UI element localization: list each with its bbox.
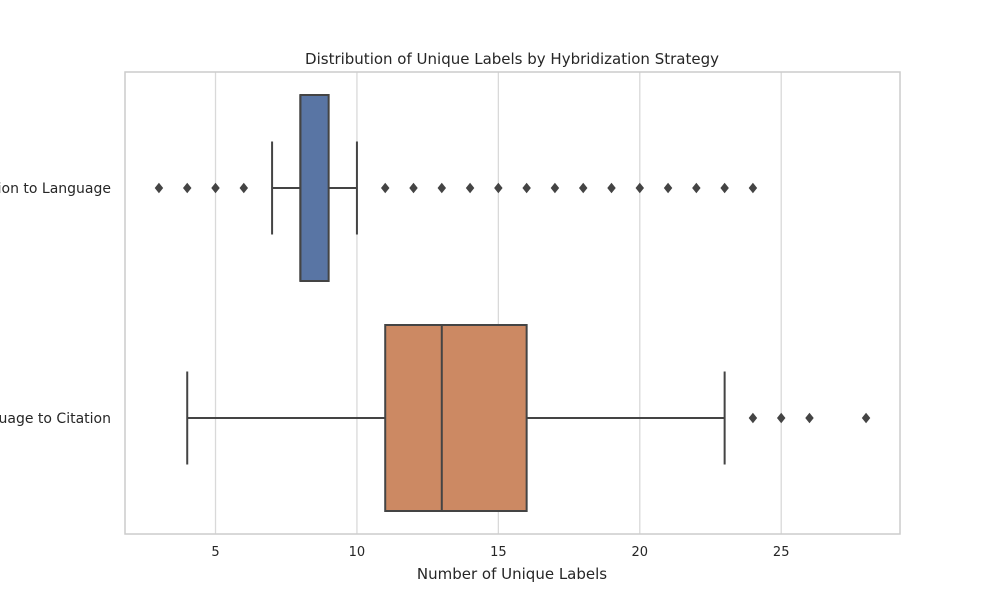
outlier-point [494,182,503,194]
box-group-citation-to-language [154,94,758,282]
x-tick-label: 10 [349,545,366,560]
box-iqr [299,94,330,282]
plot-frame [124,71,901,535]
box-iqr [384,324,528,512]
boxes [154,94,871,512]
outlier-point [635,182,645,194]
outlier-point [239,182,249,194]
outlier-point [607,182,616,194]
x-tick-label: 5 [211,545,219,560]
category-labels: tion to Language guage to Citation [0,181,111,427]
outlier-point [720,182,729,194]
x-axis-label: Number of Unique Labels [417,565,607,583]
x-ticks: 5 10 15 20 25 [211,545,789,560]
outlier-point [861,412,871,424]
outlier-point [692,182,701,194]
chart-title: Distribution of Unique Labels by Hybridi… [305,50,719,68]
x-tick-label: 15 [490,545,507,560]
outlier-point [522,182,531,194]
outlier-point [437,182,447,194]
x-tick-label: 25 [773,545,790,560]
y-category-label: guage to Citation [0,411,111,427]
box-group-language-to-citation [186,324,871,512]
outlier-point [550,182,560,194]
x-tick-label: 20 [632,545,649,560]
outlier-point [748,412,758,424]
outlier-point [578,182,588,194]
outlier-point [211,182,220,194]
outlier-point [182,182,192,194]
outlier-point [380,182,390,194]
outlier-point [409,182,418,194]
outlier-point [663,182,673,194]
outlier-point [776,412,786,424]
outlier-point [465,182,475,194]
outlier-point [748,182,758,194]
outlier-point [805,412,814,424]
y-category-label: tion to Language [0,181,111,197]
outlier-point [154,182,164,194]
